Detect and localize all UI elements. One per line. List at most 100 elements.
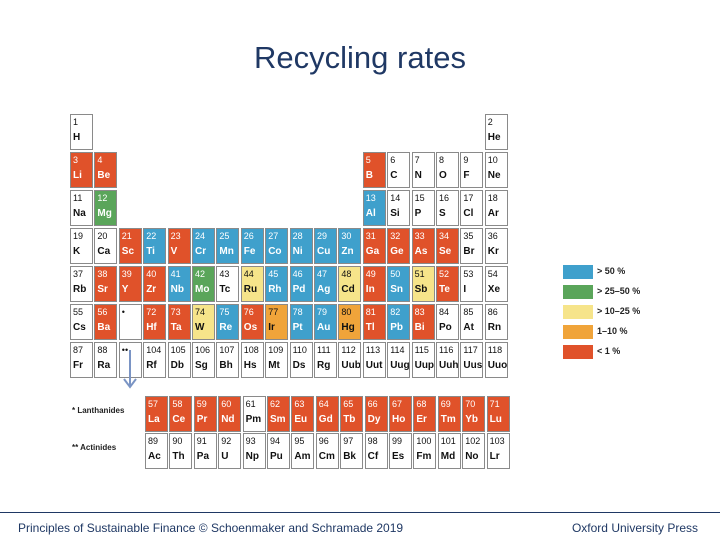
element-symbol: F	[463, 170, 470, 181]
element-cell-mn: 25 Mn	[216, 228, 240, 264]
element-cell-kr: 36 Kr	[484, 228, 508, 264]
element-cell-ne: 10 Ne	[484, 152, 508, 188]
element-cell-rf: 104 Rf	[143, 342, 167, 378]
atomic-number: 83	[414, 307, 425, 317]
element-cell-la: 57 La	[145, 396, 168, 432]
element-cell-ni: 28 Ni	[289, 228, 313, 264]
atomic-number: 72	[146, 307, 157, 317]
atomic-number: 35	[463, 231, 474, 241]
legend-label: > 10–25 %	[597, 306, 641, 316]
legend-swatch	[563, 285, 593, 299]
legend-swatch	[563, 305, 593, 319]
element-cell-ta: 73 Ta	[167, 304, 191, 340]
element-symbol: Ru	[243, 284, 258, 295]
element-symbol: Sg	[195, 360, 208, 371]
atomic-number: 1	[73, 117, 79, 127]
element-symbol: Hs	[243, 360, 257, 371]
atomic-number: 107	[219, 345, 235, 355]
element-cell-fe: 26 Fe	[240, 228, 264, 264]
element-symbol: Rn	[487, 322, 502, 333]
atomic-number: 29	[317, 231, 328, 241]
element-cell-ar: 18 Ar	[484, 190, 508, 226]
atomic-number: 19	[73, 231, 84, 241]
element-symbol: Cu	[317, 246, 331, 257]
element-cell-xe: 54 Xe	[484, 266, 508, 302]
element-cell-th: 90 Th	[169, 433, 193, 469]
atomic-number: 81	[365, 307, 376, 317]
element-symbol: Sr	[97, 284, 108, 295]
element-cell-ir: 77 Ir	[265, 304, 289, 340]
element-cell-cl: 17 Cl	[460, 190, 484, 226]
atomic-number: 32	[390, 231, 401, 241]
element-cell-zn: 30 Zn	[338, 228, 362, 264]
atomic-number: 106	[195, 345, 211, 355]
element-symbol: Au	[317, 322, 331, 333]
atomic-number: 43	[219, 269, 230, 279]
atomic-number: 70	[465, 399, 476, 409]
element-cell-uuh: 116 Uuh	[436, 342, 459, 378]
atomic-number: 21	[121, 231, 132, 241]
element-cell-cd: 48 Cd	[338, 266, 362, 302]
element-symbol: Te	[439, 284, 450, 295]
element-symbol: Ta	[170, 322, 182, 333]
atomic-number: 25	[219, 231, 230, 241]
atomic-number: 77	[268, 307, 279, 317]
element-symbol: Cl	[463, 208, 474, 219]
atomic-number: 73	[170, 307, 181, 317]
element-symbol: No	[465, 451, 479, 462]
element-cell-k: 19 K	[70, 228, 93, 264]
element-symbol: Ar	[487, 208, 499, 219]
element-cell-nd: 60 Nd	[218, 396, 242, 432]
element-symbol: V	[170, 246, 178, 257]
element-cell-uup: 115 Uup	[411, 342, 435, 378]
atomic-number: 88	[97, 345, 108, 355]
element-cell-pm: 61 Pm	[242, 396, 266, 432]
atomic-number: 78	[292, 307, 303, 317]
element-symbol: Cd	[341, 284, 355, 295]
element-cell-pa: 91 Pa	[193, 433, 217, 469]
atomic-number: 98	[367, 436, 378, 446]
atomic-number: 105	[170, 345, 186, 355]
footer: Principles of Sustainable Finance © Scho…	[0, 512, 720, 541]
atomic-number: 31	[365, 231, 376, 241]
legend-label: > 25–50 %	[597, 286, 641, 296]
element-symbol: Mn	[219, 246, 234, 257]
atomic-number: 4	[97, 155, 103, 165]
legend-swatch	[563, 325, 593, 339]
element-symbol: Si	[390, 208, 400, 219]
atomic-number: 48	[341, 269, 352, 279]
atomic-number: 114	[390, 345, 405, 355]
element-cell-eu: 63 Eu	[291, 396, 315, 432]
element-cell-cr: 24 Cr	[192, 228, 215, 264]
atomic-number: 103	[489, 436, 505, 446]
element-cell-w: 74 W	[192, 304, 215, 340]
atomic-number: 109	[268, 345, 284, 355]
element-cell-mo: 42 Mo	[192, 266, 215, 302]
atomic-number: 111	[317, 345, 331, 355]
down-arrow-icon	[123, 350, 137, 389]
atomic-number: 96	[318, 436, 329, 446]
element-symbol: Sm	[270, 414, 286, 425]
atomic-number: 12	[97, 193, 108, 203]
element-cell-pu: 94 Pu	[267, 433, 290, 469]
element-cell-ho: 67 Ho	[389, 396, 412, 432]
element-symbol: Cs	[73, 322, 86, 333]
element-symbol: Ti	[146, 246, 155, 257]
element-symbol: Md	[440, 451, 456, 462]
element-symbol: Ho	[392, 414, 406, 425]
atomic-number: 2	[487, 117, 493, 127]
element-cell-np: 93 Np	[242, 433, 266, 469]
element-cell-am: 95 Am	[291, 433, 315, 469]
atomic-number: 69	[440, 399, 451, 409]
atomic-number: 30	[341, 231, 352, 241]
element-cell-rb: 37 Rb	[70, 266, 93, 302]
element-symbol: Br	[463, 246, 475, 257]
atomic-number: 91	[196, 436, 207, 446]
element-cell-md: 101 Md	[437, 433, 461, 469]
atomic-number: 65	[343, 399, 354, 409]
element-symbol: Th	[172, 451, 185, 462]
element-symbol: Xe	[487, 284, 501, 295]
